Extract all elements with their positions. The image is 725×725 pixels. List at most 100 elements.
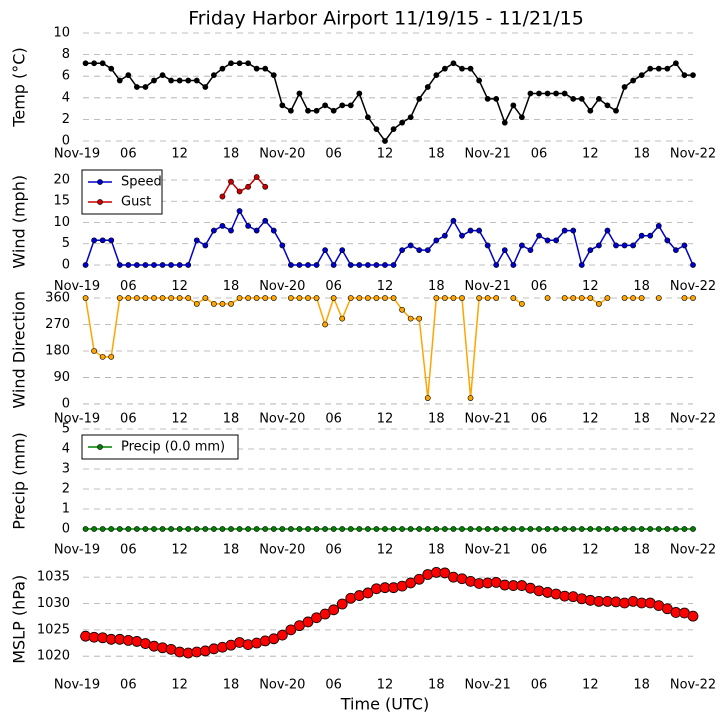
data-point xyxy=(561,295,568,301)
x-tick-label: 06 xyxy=(325,543,342,558)
data-point xyxy=(613,526,619,532)
data-point xyxy=(253,295,260,301)
data-point xyxy=(518,526,525,532)
data-point xyxy=(672,526,679,532)
legend-marker xyxy=(97,199,103,205)
data-point xyxy=(185,526,192,532)
data-point xyxy=(356,90,363,97)
x-tick-label: 12 xyxy=(171,678,188,693)
x-tick-label: 18 xyxy=(223,678,240,693)
data-point xyxy=(125,262,132,268)
data-point xyxy=(638,526,645,532)
data-point xyxy=(168,262,175,268)
data-point xyxy=(228,178,234,185)
data-point xyxy=(159,295,166,301)
data-point xyxy=(176,77,183,84)
legend: Speed Gust xyxy=(81,169,163,215)
data-point xyxy=(82,295,89,301)
y-tick-label: 1035 xyxy=(37,570,70,585)
data-point xyxy=(527,247,534,254)
chart-title: Friday Harbor Airport 11/19/15 - 11/21/1… xyxy=(188,8,584,30)
y-tick-label: 3 xyxy=(62,462,70,477)
data-point xyxy=(133,84,140,90)
x-tick-label: Nov-22 xyxy=(670,279,716,294)
data-point xyxy=(621,295,628,301)
data-point xyxy=(108,65,115,72)
data-point xyxy=(459,526,465,532)
data-point xyxy=(604,102,611,109)
data-point xyxy=(544,295,551,301)
data-point xyxy=(399,247,406,254)
x-tick-label: Nov-21 xyxy=(465,543,511,558)
data-point xyxy=(91,526,98,532)
data-point xyxy=(536,526,542,532)
x-tick-label: Nov-20 xyxy=(259,147,305,162)
x-tick-label: Nov-20 xyxy=(259,678,305,693)
data-point xyxy=(587,526,594,532)
data-point xyxy=(450,526,457,532)
data-point xyxy=(322,321,329,328)
data-point xyxy=(553,90,560,97)
data-point xyxy=(210,227,217,234)
data-point xyxy=(228,227,234,234)
x-tick-label: Nov-20 xyxy=(259,279,305,294)
y-tick-label: 270 xyxy=(45,317,70,332)
data-point xyxy=(305,295,311,301)
y-tick-label: 2 xyxy=(62,482,70,497)
x-tick-label: 18 xyxy=(428,543,445,558)
data-point xyxy=(245,526,252,532)
y-tick-label: 10 xyxy=(53,26,70,41)
data-point xyxy=(613,107,619,114)
data-point xyxy=(681,526,688,532)
data-point xyxy=(285,624,297,636)
data-point xyxy=(133,262,140,268)
x-tick-label: 06 xyxy=(120,678,137,693)
x-tick-label: 06 xyxy=(325,147,342,162)
data-point xyxy=(613,242,619,249)
data-point xyxy=(236,295,243,301)
x-tick-label: 18 xyxy=(428,279,445,294)
data-point xyxy=(168,295,175,301)
y-tick-label: 8 xyxy=(62,47,70,62)
data-point xyxy=(322,247,329,254)
data-point xyxy=(373,295,380,301)
data-point xyxy=(185,77,192,84)
data-point xyxy=(570,526,577,532)
data-point xyxy=(262,217,269,224)
data-point xyxy=(330,526,337,532)
data-point xyxy=(630,77,637,84)
x-tick-label: 12 xyxy=(171,543,188,558)
data-point xyxy=(407,526,414,532)
x-tick-label: 12 xyxy=(582,147,599,162)
x-tick-label: 12 xyxy=(171,147,188,162)
data-point xyxy=(159,526,166,532)
x-tick-label: 12 xyxy=(171,279,188,294)
data-point xyxy=(228,300,234,307)
data-point xyxy=(621,526,628,532)
y-tick-label: 1025 xyxy=(37,622,70,637)
data-point xyxy=(253,174,260,180)
data-point xyxy=(407,242,414,249)
data-point xyxy=(655,222,662,229)
data-point xyxy=(322,102,329,109)
data-point xyxy=(270,526,277,532)
data-point xyxy=(681,242,688,249)
x-tick-label: 06 xyxy=(531,279,548,294)
data-point xyxy=(108,526,115,532)
data-point xyxy=(647,232,654,239)
data-point xyxy=(210,300,217,307)
data-point xyxy=(510,262,517,268)
data-point xyxy=(681,295,688,301)
data-point xyxy=(202,242,209,249)
data-point xyxy=(339,315,346,322)
data-point xyxy=(433,526,440,532)
data-point xyxy=(116,262,123,268)
y-tick-label: 360 xyxy=(45,291,70,306)
y-axis-label: MSLP (hPa) xyxy=(10,575,29,664)
data-point xyxy=(219,300,226,307)
data-point xyxy=(484,526,491,532)
data-point xyxy=(570,95,577,102)
data-point xyxy=(91,348,98,354)
x-tick-label: 06 xyxy=(120,543,137,558)
data-point xyxy=(595,300,602,307)
